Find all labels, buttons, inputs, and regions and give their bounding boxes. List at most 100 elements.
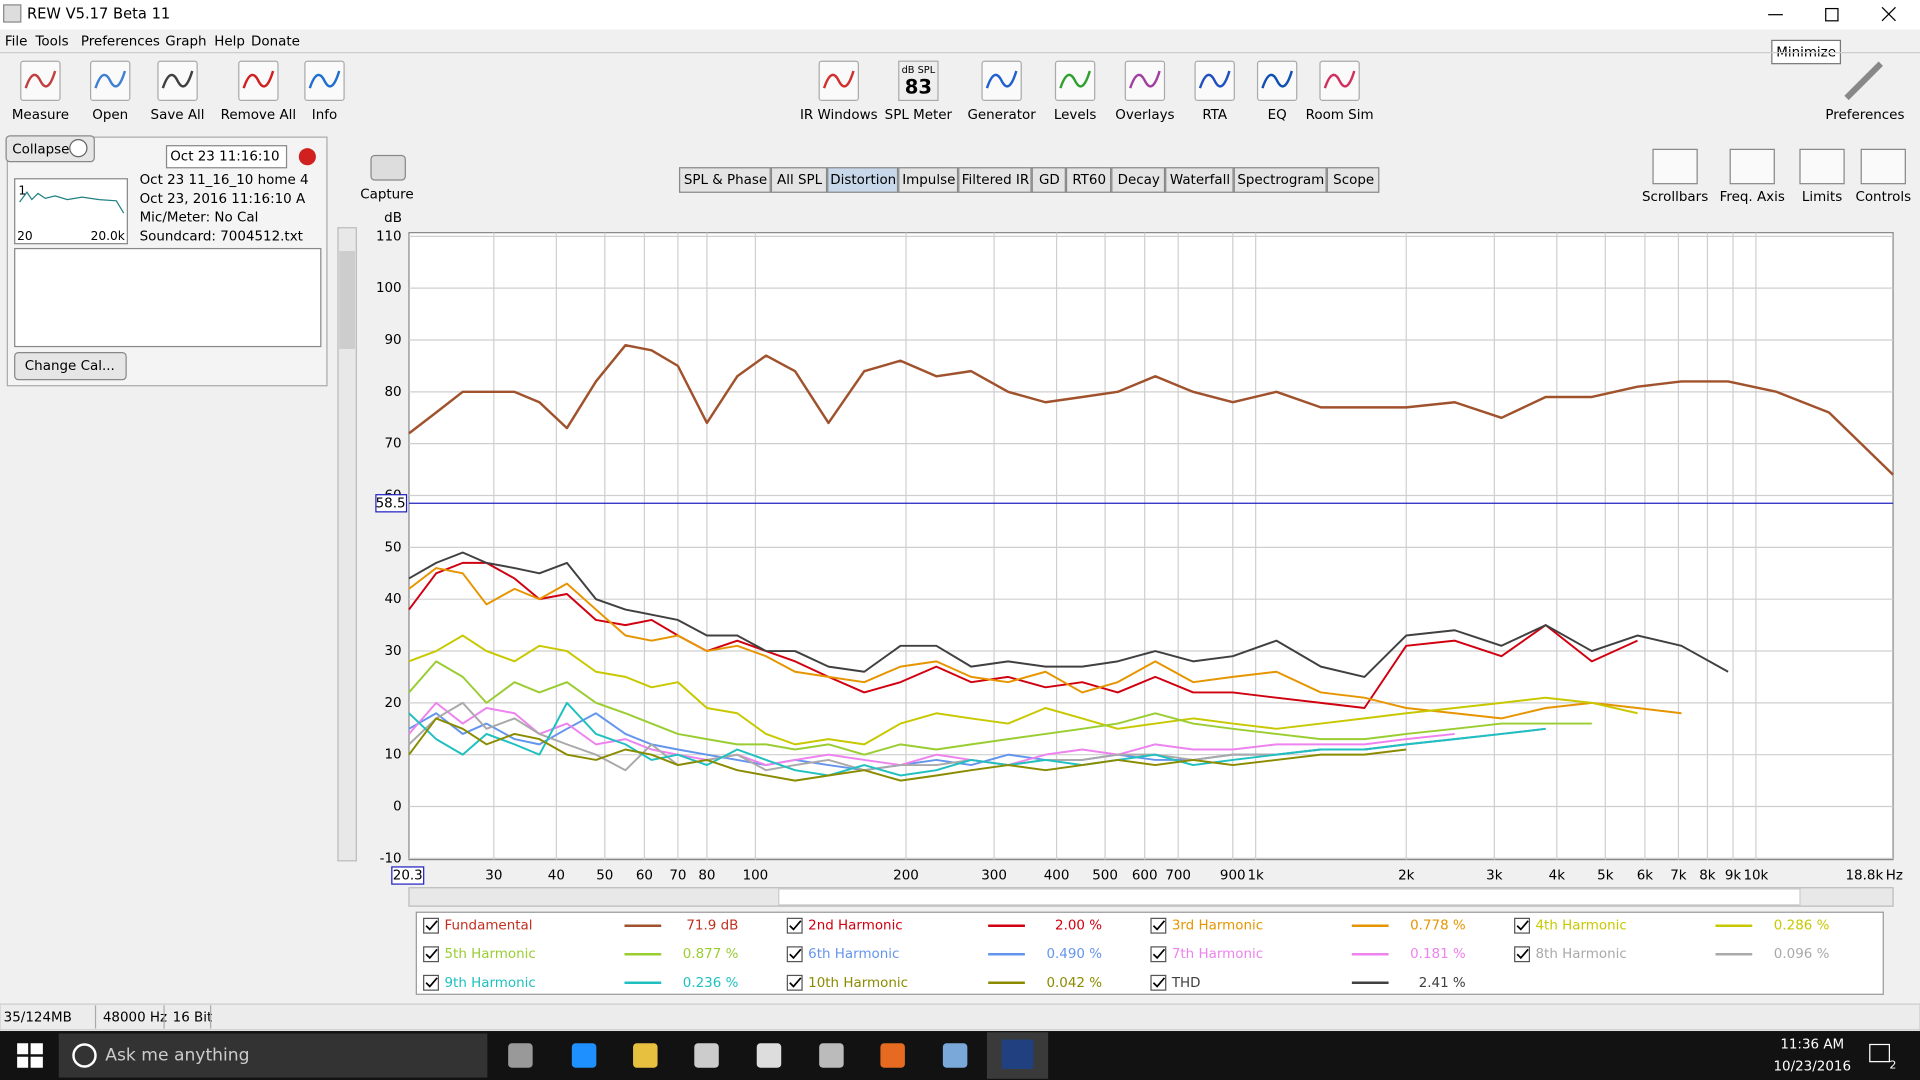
tab-label[interactable]: GD [1039, 173, 1060, 188]
measurement-info: Soundcard: 7004512.txt [140, 230, 303, 245]
tool-label[interactable]: Remove All [221, 108, 297, 123]
graph-tool-label[interactable]: Controls [1855, 190, 1911, 205]
menu-item[interactable]: Graph [165, 35, 206, 50]
tab-label[interactable]: Impulse [902, 173, 955, 188]
tab-label[interactable]: SPL & Phase [684, 173, 767, 188]
tool-label[interactable]: Overlays [1115, 108, 1174, 123]
menu-item[interactable]: File [5, 35, 28, 50]
tab[interactable] [958, 167, 1032, 193]
graph-tool-label[interactable]: Scrollbars [1642, 190, 1708, 205]
tool-label[interactable]: Info [312, 108, 337, 123]
date-field[interactable] [165, 145, 288, 169]
capture-icon[interactable] [370, 154, 406, 181]
measurement-info: Mic/Meter: No Cal [140, 211, 259, 226]
tab[interactable] [1111, 167, 1166, 193]
tool-label[interactable]: Room Sim [1306, 108, 1374, 123]
tab-label[interactable]: Spectrogram [1237, 173, 1324, 188]
tab[interactable] [898, 167, 959, 193]
restore[interactable] [1825, 7, 1839, 22]
taskbar-app[interactable] [633, 1043, 658, 1068]
search-box[interactable] [58, 1033, 488, 1078]
menu-item[interactable]: Tools [35, 35, 69, 50]
tab[interactable] [770, 167, 828, 193]
graph-tool-label[interactable]: Limits [1802, 190, 1842, 205]
tab[interactable] [1065, 167, 1112, 193]
tab[interactable] [1031, 167, 1066, 193]
legend-checkbox[interactable] [786, 974, 803, 991]
tool-label[interactable]: IR Windows [800, 108, 878, 123]
graph-tool-label[interactable]: Freq. Axis [1720, 190, 1785, 205]
status-cell: 35/124MB [4, 1011, 72, 1026]
tool-label[interactable]: SPL Meter [885, 108, 953, 123]
notes-box[interactable] [14, 247, 322, 348]
tab-label[interactable]: Decay [1118, 173, 1160, 188]
tab-label[interactable]: RT60 [1072, 173, 1106, 188]
thumbnail[interactable] [14, 178, 128, 245]
taskbar-app[interactable] [508, 1043, 533, 1068]
legend-checkbox[interactable] [423, 917, 439, 934]
graph-tool-icon[interactable] [1860, 148, 1906, 185]
y-tick-label: 80 [385, 385, 402, 400]
taskbar-app[interactable] [694, 1043, 719, 1068]
tab[interactable] [678, 167, 771, 193]
taskbar-app[interactable] [880, 1043, 905, 1068]
legend-value: 2.00 % [1055, 919, 1102, 934]
notification-icon[interactable] [1869, 1043, 1890, 1063]
v-scroll-thumb[interactable] [339, 251, 356, 349]
cortana-icon[interactable] [72, 1043, 97, 1068]
date-text[interactable]: Oct 23 11:16:10 [170, 150, 279, 165]
tab-label[interactable]: Distortion [830, 173, 896, 188]
remove-measurement[interactable] [298, 148, 316, 166]
legend-checkbox[interactable] [1514, 917, 1530, 934]
graph-tool-icon[interactable] [1799, 148, 1845, 185]
start-button[interactable] [17, 1043, 43, 1068]
graph-tool-icon[interactable] [1729, 148, 1775, 185]
tool-label[interactable]: RTA [1202, 108, 1228, 123]
tab[interactable] [1326, 167, 1380, 193]
search-text[interactable]: Ask me anything [105, 1046, 249, 1066]
h-scroll-thumb[interactable] [778, 888, 1801, 906]
tool-label[interactable]: Preferences [1825, 108, 1904, 123]
tab-label[interactable]: All SPL [777, 173, 823, 188]
close[interactable] [1881, 6, 1896, 22]
collapse-label[interactable]: Collapse [12, 142, 69, 157]
menu-item[interactable]: Help [214, 35, 245, 50]
legend-checkbox[interactable] [423, 946, 439, 963]
taskbar-app[interactable] [571, 1043, 597, 1068]
taskbar-app[interactable] [756, 1043, 782, 1068]
legend-checkbox[interactable] [1150, 974, 1167, 991]
tool-label[interactable]: Levels [1054, 108, 1097, 123]
tab-label[interactable]: Waterfall [1170, 173, 1230, 188]
tool-label[interactable]: Generator [967, 108, 1036, 123]
spl-meter-icon[interactable] [898, 60, 939, 102]
menu-item[interactable]: Preferences [81, 35, 160, 50]
tab[interactable] [1165, 167, 1234, 193]
tool-label[interactable]: Save All [151, 108, 205, 123]
tab-label[interactable]: Filtered IR [962, 173, 1029, 188]
legend-checkbox[interactable] [1514, 946, 1530, 963]
v-scrollbar[interactable] [337, 227, 357, 862]
series-line [408, 343, 1894, 476]
legend-checkbox[interactable] [786, 946, 803, 963]
taskbar-app[interactable] [942, 1043, 968, 1068]
menu-item[interactable]: Donate [251, 35, 300, 50]
legend-checkbox[interactable] [786, 917, 803, 934]
tool-label[interactable]: Open [92, 108, 128, 123]
tab-label[interactable]: Scope [1333, 173, 1374, 188]
change-cal-button[interactable] [14, 352, 127, 381]
tab[interactable] [1233, 167, 1327, 193]
tool-icon-glyph [1129, 70, 1161, 89]
legend-checkbox[interactable] [1150, 917, 1167, 934]
rew-app-icon[interactable] [1001, 1039, 1034, 1069]
tool-label[interactable]: Measure [12, 108, 69, 123]
active-tab[interactable] [827, 167, 899, 193]
preferences-icon[interactable] [1844, 61, 1883, 101]
taskbar-app[interactable] [819, 1043, 844, 1068]
tool-label[interactable]: EQ [1268, 108, 1287, 123]
graph-tool-icon[interactable] [1652, 148, 1698, 185]
legend-checkbox[interactable] [423, 974, 439, 991]
capture-label[interactable]: Capture [360, 188, 413, 203]
x-tick-label: 3k [1486, 869, 1503, 884]
change-cal-label[interactable]: Change Cal... [25, 359, 115, 374]
legend-checkbox[interactable] [1150, 946, 1167, 963]
